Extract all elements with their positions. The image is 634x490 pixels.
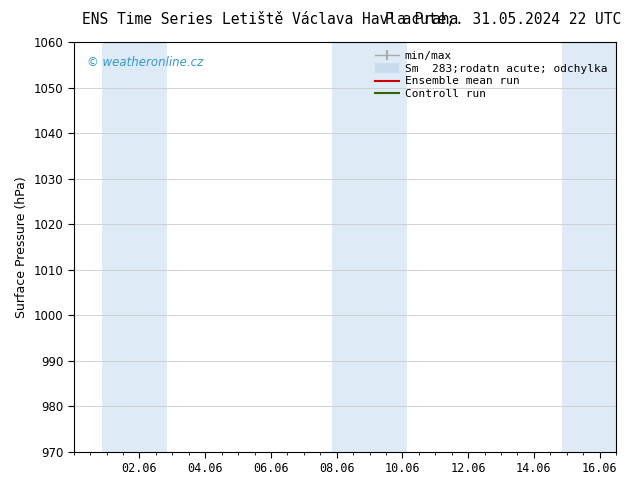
Y-axis label: Surface Pressure (hPa): Surface Pressure (hPa) [15,176,28,318]
Text: ENS Time Series Letiště Václava Havla Praha: ENS Time Series Letiště Václava Havla Pr… [82,12,458,27]
Bar [562,42,616,452]
Bar [332,42,408,452]
Bar [101,42,167,452]
Text: © weatheronline.cz: © weatheronline.cz [87,56,204,70]
Text: P acute;. 31.05.2024 22 UTC: P acute;. 31.05.2024 22 UTC [385,12,621,27]
Legend: min/max, Sm  283;rodatn acute; odchylka, Ensemble mean run, Controll run: min/max, Sm 283;rodatn acute; odchylka, … [372,48,611,102]
